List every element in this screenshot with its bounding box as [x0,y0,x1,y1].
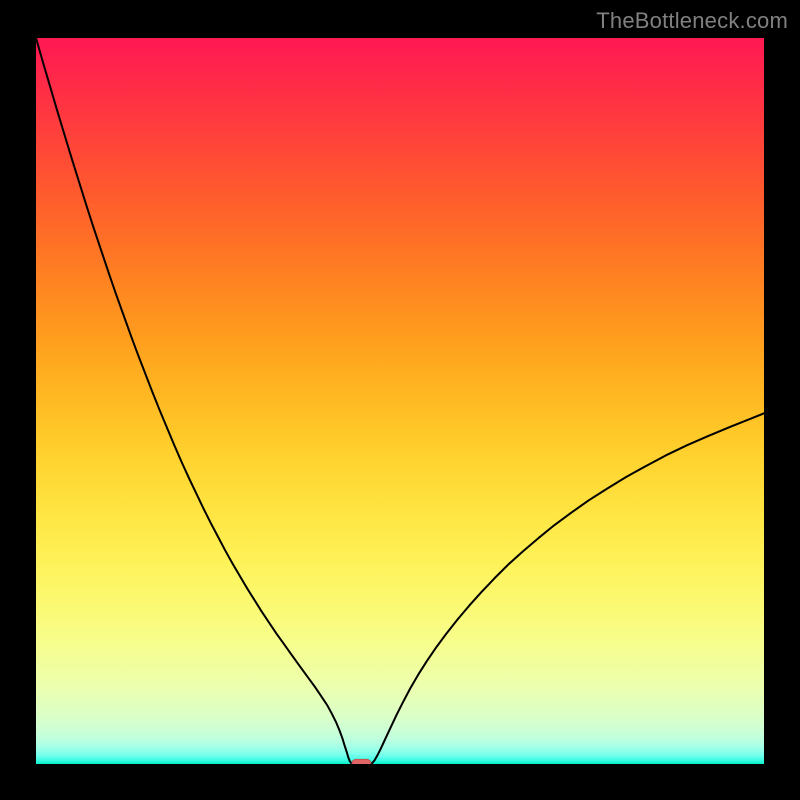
chart-background [36,38,764,764]
dip-marker [352,759,371,764]
chart-svg [36,38,764,764]
plot-area [36,38,764,764]
watermark-text: TheBottleneck.com [596,8,788,34]
